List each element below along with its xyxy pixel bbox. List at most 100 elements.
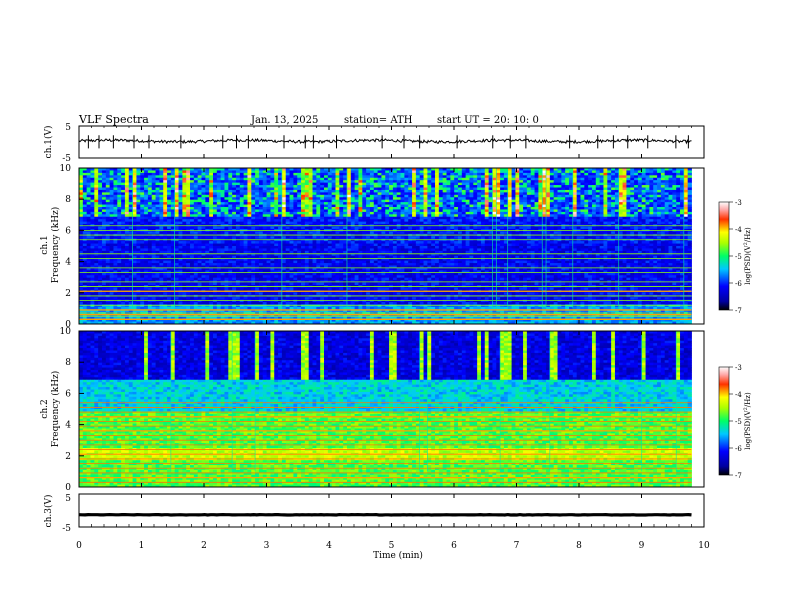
spec-cell [415, 231, 421, 235]
spec-cell [649, 219, 654, 223]
spec-cell [147, 226, 153, 230]
spec-cell [113, 182, 118, 186]
spec-cell [435, 197, 440, 201]
spec-cell [312, 221, 317, 225]
spec-cell [373, 172, 378, 176]
spec-cell [641, 180, 646, 184]
spec-cell [320, 170, 325, 174]
spec-cell [82, 221, 88, 225]
spec-cell [457, 202, 463, 205]
spec-cell [614, 199, 620, 203]
spec-cell [297, 211, 302, 215]
spec-cell [396, 216, 401, 220]
spec-cell [186, 168, 191, 171]
spec-cell [297, 189, 302, 193]
spec-cell [167, 182, 172, 186]
spec-cell [167, 221, 172, 225]
spec-cell [297, 221, 302, 225]
spec-cell [526, 219, 532, 223]
spec-cell [503, 175, 509, 179]
spec-cell [163, 175, 168, 179]
spec-cell [496, 211, 501, 215]
spec-cell [469, 207, 474, 210]
spec-cell [82, 189, 88, 193]
spec-cell [649, 211, 654, 215]
spec-cell [576, 211, 581, 215]
spec-cell [159, 194, 164, 198]
spec-cell [220, 219, 225, 223]
spec-cell [105, 189, 111, 193]
spec-cell [595, 182, 601, 186]
spec-cell [561, 182, 566, 186]
spec-cell [496, 185, 501, 188]
spec-cell [82, 202, 88, 205]
spec-cell [389, 180, 394, 184]
spec-cell [480, 207, 486, 210]
spec-cell [281, 216, 287, 220]
spec-cell [301, 197, 306, 201]
spec-cell [442, 187, 447, 191]
spec-cell [94, 180, 99, 184]
spec-cell [626, 185, 631, 188]
spec-cell [660, 170, 666, 174]
spec-cell [124, 241, 130, 244]
spec-cell [668, 192, 673, 196]
spec-cell [316, 168, 321, 171]
spec-cell [224, 231, 229, 235]
spec-cell [247, 182, 252, 186]
spec-cell [301, 241, 306, 244]
spec-cell [278, 194, 283, 198]
spec-cell [101, 175, 107, 179]
spec-cell [144, 226, 149, 230]
spec-cell [454, 209, 459, 213]
spec-cell [113, 189, 118, 193]
spec-cell [101, 231, 107, 235]
spec-cell [335, 204, 340, 208]
spec-cell [369, 204, 375, 208]
spec-cell [438, 187, 444, 191]
spec-cell [94, 209, 99, 213]
spec-cell [607, 236, 612, 240]
spec-cell [90, 211, 95, 215]
spec-cell [435, 175, 440, 179]
spec-cell [94, 216, 99, 220]
spec-cell [676, 241, 681, 244]
spec-cell [182, 192, 187, 196]
spec-cell [431, 170, 436, 174]
spec-cell [132, 180, 137, 184]
spec-cell [163, 197, 168, 201]
spec-cell [412, 182, 417, 186]
spec-cell [186, 199, 191, 203]
spec-cell [278, 199, 283, 203]
spec-cell [324, 182, 329, 186]
spec-cell [251, 221, 256, 225]
spec-cell [327, 226, 333, 230]
spec-cell [205, 185, 210, 188]
spec-cell [469, 202, 474, 205]
spec-cell [549, 189, 555, 193]
spec-cell [687, 202, 692, 205]
spec-cell [197, 170, 202, 174]
spec-cell [637, 175, 643, 179]
spec-cell [289, 219, 294, 223]
spec-cell [500, 175, 505, 179]
spec-cell [170, 204, 176, 208]
spec-cell [415, 194, 421, 198]
spec-cell [676, 168, 681, 171]
spec-cell [469, 168, 474, 171]
spec-cell [488, 192, 493, 196]
spec-cell [109, 199, 114, 203]
spec-cell [327, 194, 333, 198]
spec-cell [113, 180, 118, 184]
spec-cell [392, 241, 398, 244]
spec-cell [147, 207, 153, 210]
spec-cell [247, 219, 252, 223]
spec-cell [270, 231, 275, 235]
spec-cell [431, 209, 436, 213]
spec-cell [683, 185, 689, 188]
spec-cell [488, 194, 493, 198]
spec-cell [530, 194, 535, 198]
spec-cell [243, 219, 248, 223]
spec-cell [385, 207, 390, 210]
spec-cell [480, 216, 486, 220]
